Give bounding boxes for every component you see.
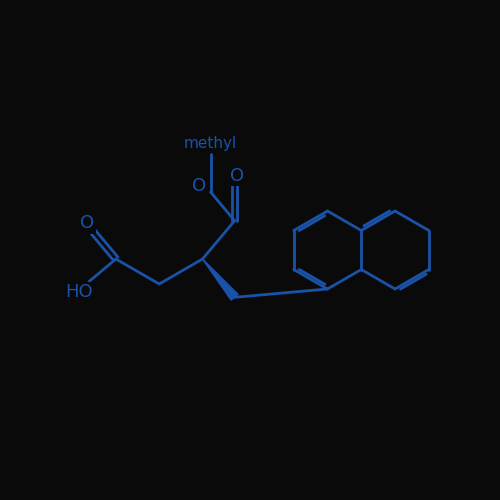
Text: methyl: methyl xyxy=(184,136,237,151)
Text: HO: HO xyxy=(66,284,93,302)
Text: O: O xyxy=(230,166,244,184)
Text: O: O xyxy=(80,214,94,232)
Text: O: O xyxy=(192,177,206,195)
Polygon shape xyxy=(202,259,238,300)
